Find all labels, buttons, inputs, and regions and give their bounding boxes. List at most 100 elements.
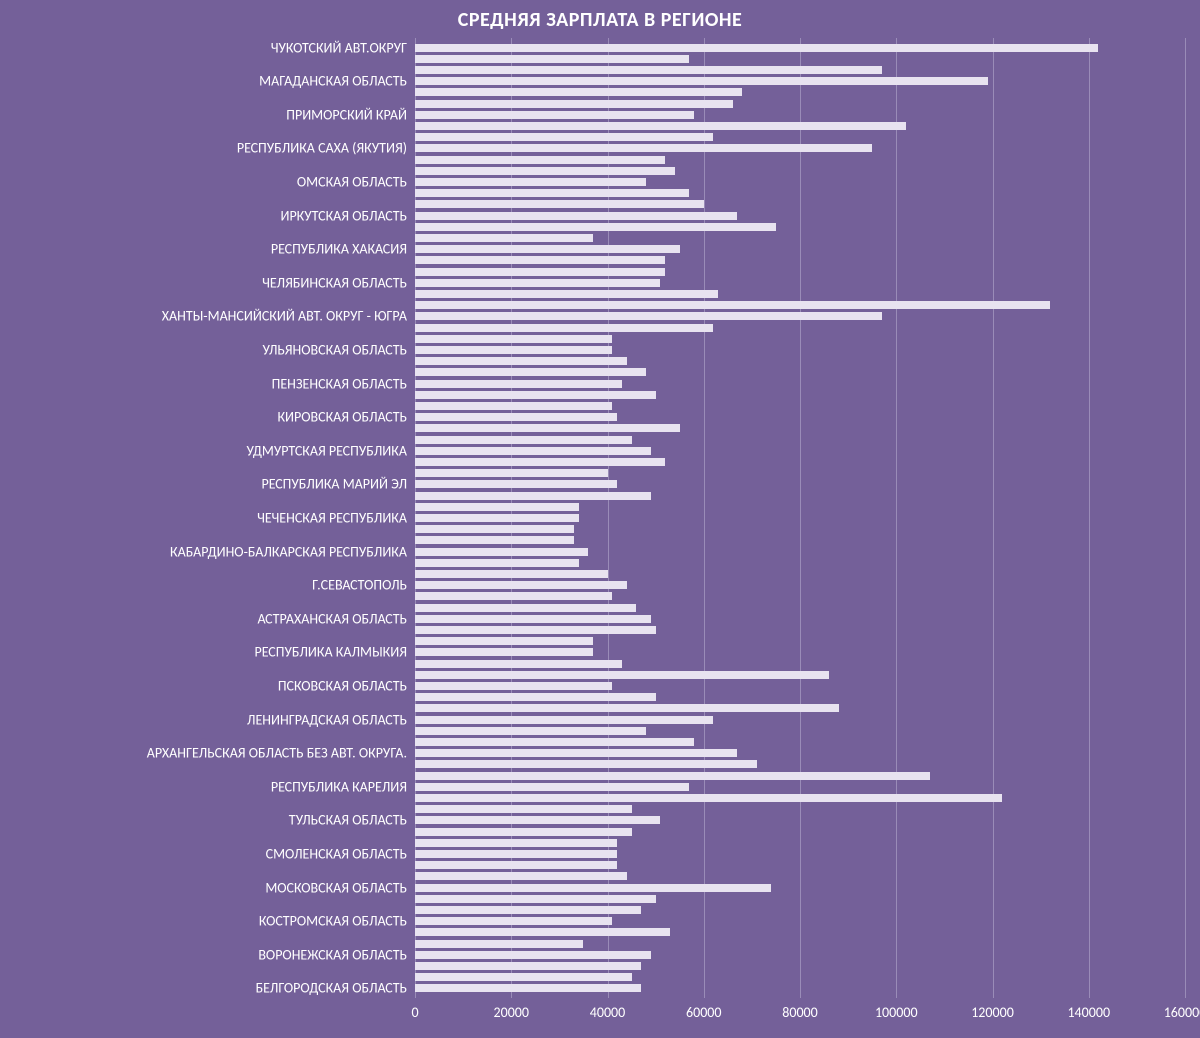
bar-row [415, 624, 1185, 635]
y-axis-label: ЧЕЛЯБИНСКАЯ ОБЛАСТЬ [262, 274, 415, 291]
bar-row: ПРИМОРСКИЙ КРАЙ [415, 109, 1185, 120]
bar-row: МАГАДАНСКАЯ ОБЛАСТЬ [415, 76, 1185, 87]
bar [415, 44, 1098, 52]
bar [415, 559, 579, 567]
bar [415, 189, 689, 197]
bar-row [415, 804, 1185, 815]
bar [415, 503, 579, 511]
bar [415, 357, 627, 365]
bar-row: ОМСКАЯ ОБЛАСТЬ [415, 176, 1185, 187]
bar [415, 245, 680, 253]
bar-row [415, 132, 1185, 143]
bar [415, 648, 593, 656]
bar-row [415, 972, 1185, 983]
bar [415, 805, 632, 813]
bar-row: АРХАНГЕЛЬСКАЯ ОБЛАСТЬ БЕЗ АВТ. ОКРУГА. [415, 748, 1185, 759]
bar-row [415, 120, 1185, 131]
bar-row: ЧЕЧЕНСКАЯ РЕСПУБЛИКА [415, 512, 1185, 523]
bar [415, 234, 593, 242]
bar-row [415, 367, 1185, 378]
bar [415, 312, 882, 320]
y-axis-label: РЕСПУБЛИКА КАЛМЫКИЯ [255, 644, 415, 661]
bar-row [415, 87, 1185, 98]
bar-row: ХАНТЫ-МАНСИЙСКИЙ АВТ. ОКРУГ - ЮГРА [415, 311, 1185, 322]
y-axis-label: ЛЕНИНГРАДСКАЯ ОБЛАСТЬ [247, 711, 415, 728]
bar [415, 200, 704, 208]
y-axis-label: УЛЬЯНОВСКАЯ ОБЛАСТЬ [262, 341, 415, 358]
bar [415, 480, 617, 488]
bar [415, 391, 656, 399]
bar [415, 413, 617, 421]
bar-row [415, 333, 1185, 344]
x-axis-label: 60000 [686, 1004, 721, 1021]
y-axis-label: ПСКОВСКАЯ ОБЛАСТЬ [278, 677, 415, 694]
bar-row: РЕСПУБЛИКА МАРИЙ ЭЛ [415, 479, 1185, 490]
bar-row [415, 893, 1185, 904]
bar-row [415, 154, 1185, 165]
bar [415, 928, 670, 936]
bar-row [415, 703, 1185, 714]
bar [415, 626, 656, 634]
bar-row [415, 165, 1185, 176]
bar [415, 984, 641, 992]
bar-row: МОСКОВСКАЯ ОБЛАСТЬ [415, 882, 1185, 893]
bar [415, 660, 622, 668]
bar-row [415, 759, 1185, 770]
bar [415, 424, 680, 432]
y-axis-label: ИРКУТСКАЯ ОБЛАСТЬ [280, 207, 415, 224]
x-axis-label: 100000 [875, 1004, 918, 1021]
bar-row [415, 860, 1185, 871]
bar [415, 380, 622, 388]
bar [415, 828, 632, 836]
bar [415, 279, 660, 287]
bar-row [415, 232, 1185, 243]
bar [415, 615, 651, 623]
bar-row [415, 98, 1185, 109]
bar-row [415, 960, 1185, 971]
x-axis-label: 40000 [590, 1004, 625, 1021]
bar [415, 570, 608, 578]
bar [415, 816, 660, 824]
bar-row [415, 658, 1185, 669]
x-axis-label: 80000 [782, 1004, 817, 1021]
bar [415, 100, 733, 108]
bar-row: РЕСПУБЛИКА КАЛМЫКИЯ [415, 647, 1185, 658]
bar [415, 156, 665, 164]
y-axis-label: Г.СЕВАСТОПОЛЬ [312, 577, 415, 594]
bar [415, 469, 608, 477]
bar [415, 492, 651, 500]
bar-row [415, 53, 1185, 64]
y-axis-label: ОМСКАЯ ОБЛАСТЬ [297, 173, 415, 190]
bar [415, 682, 612, 690]
bar-row [415, 692, 1185, 703]
bar-row [415, 904, 1185, 915]
bar-row [415, 927, 1185, 938]
bar-row [415, 568, 1185, 579]
bar-row: КИРОВСКАЯ ОБЛАСТЬ [415, 412, 1185, 423]
bar [415, 88, 742, 96]
y-axis-label: МАГАДАНСКАЯ ОБЛАСТЬ [259, 73, 415, 90]
x-axis-label: 20000 [494, 1004, 529, 1021]
chart-container: СРЕДНЯЯ ЗАРПЛАТА В РЕГИОНЕ 0200004000060… [0, 0, 1200, 1038]
bar [415, 839, 617, 847]
bar [415, 637, 593, 645]
bar-row: АСТРАХАНСКАЯ ОБЛАСТЬ [415, 613, 1185, 624]
bar [415, 514, 579, 522]
bar-row [415, 557, 1185, 568]
bar [415, 335, 612, 343]
bar-row [415, 826, 1185, 837]
y-axis-label: МОСКОВСКАЯ ОБЛАСТЬ [265, 879, 415, 896]
bar-row: РЕСПУБЛИКА КАРЕЛИЯ [415, 781, 1185, 792]
bar [415, 872, 627, 880]
bar [415, 772, 930, 780]
bar [415, 368, 646, 376]
bar [415, 973, 632, 981]
bar-row [415, 456, 1185, 467]
bar-row [415, 199, 1185, 210]
bar-row [415, 770, 1185, 781]
bar [415, 693, 656, 701]
bar [415, 122, 906, 130]
bar [415, 951, 651, 959]
bar [415, 760, 757, 768]
x-axis-label: 160000 [1164, 1004, 1200, 1021]
